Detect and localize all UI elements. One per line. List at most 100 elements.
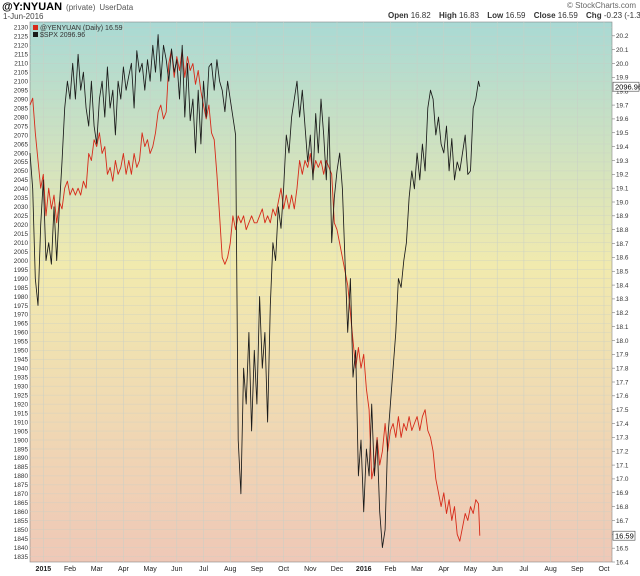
high-label: High bbox=[438, 11, 457, 20]
x-tick-label: Mar bbox=[411, 566, 424, 573]
open-value: 16.82 bbox=[410, 11, 431, 20]
x-tick-label: Apr bbox=[438, 566, 450, 573]
left-tick-label: 2010 bbox=[14, 240, 29, 247]
left-tick-label: 2060 bbox=[14, 150, 29, 157]
right-tick-label: 16.5 bbox=[616, 545, 629, 552]
left-tick-label: 2025 bbox=[14, 213, 29, 220]
x-tick-label: May bbox=[464, 566, 478, 573]
right-tick-label: 18.7 bbox=[616, 241, 629, 248]
chg-value: -0.23 (-1.38%) bbox=[603, 11, 640, 20]
right-tick-label: 19.3 bbox=[616, 158, 629, 165]
right-tick-label: 19.7 bbox=[616, 102, 629, 109]
chart-header: @Y:NYUAN (private) UserData 1-Jun-2016 © S… bbox=[0, 0, 640, 22]
left-tick-label: 1905 bbox=[14, 428, 29, 435]
left-tick-label: 2065 bbox=[14, 141, 29, 148]
right-tick-label: 19.2 bbox=[616, 172, 629, 179]
left-tick-label: 1910 bbox=[14, 419, 29, 426]
right-axis: 16.416.516.616.716.816.917.017.117.217.3… bbox=[612, 33, 629, 566]
left-tick-label: 2000 bbox=[14, 258, 29, 265]
left-tick-label: 1855 bbox=[14, 518, 29, 525]
right-tick-label: 19.6 bbox=[616, 116, 629, 123]
right-tick-label: 16.4 bbox=[616, 559, 629, 566]
left-tick-label: 2105 bbox=[14, 70, 29, 77]
close-label: Close bbox=[533, 11, 556, 20]
high-value: 16.83 bbox=[458, 11, 479, 20]
right-tick-label: 18.0 bbox=[616, 338, 629, 345]
x-tick-label: 2015 bbox=[36, 566, 52, 573]
left-tick-label: 2130 bbox=[14, 25, 29, 32]
left-tick-label: 1925 bbox=[14, 392, 29, 399]
x-axis: 2015 Feb Mar Apr May Jun Jul Aug Sep Oct Nov Dec 201… bbox=[36, 566, 610, 573]
low-value: 16.59 bbox=[505, 11, 526, 20]
left-tick-label: 1945 bbox=[14, 357, 29, 364]
right-tick-label: 17.7 bbox=[616, 379, 629, 386]
right-tick-label: 18.5 bbox=[616, 269, 629, 276]
right-tick-label: 18.1 bbox=[616, 324, 629, 331]
series-lines bbox=[29, 34, 481, 549]
left-tick-label: 2015 bbox=[14, 231, 29, 238]
low-label: Low bbox=[487, 11, 504, 20]
left-tick-label: 2005 bbox=[14, 249, 29, 256]
stockcharts-logo[interactable]: © StockCharts.com bbox=[566, 1, 636, 10]
left-tick-label: 2100 bbox=[14, 79, 29, 86]
price-tag-spx-box bbox=[612, 81, 640, 92]
right-tick-label: 17.9 bbox=[616, 352, 629, 359]
right-tick-label: 17.3 bbox=[616, 435, 629, 442]
left-tick-label: 2085 bbox=[14, 105, 29, 112]
right-tick-label: 17.6 bbox=[616, 393, 629, 400]
left-tick-label: 1935 bbox=[14, 375, 29, 382]
legend-label-spx: $SPX 2096.96 bbox=[40, 32, 85, 39]
left-tick-label: 1950 bbox=[14, 348, 29, 355]
right-tick-label: 17.5 bbox=[616, 407, 629, 414]
price-tag-spx: 2096.96 bbox=[612, 81, 640, 92]
x-tick-label: Sep bbox=[571, 566, 584, 573]
left-tick-label: 1890 bbox=[14, 455, 29, 462]
series-line-spx bbox=[29, 34, 481, 549]
left-tick-label: 2050 bbox=[14, 168, 29, 175]
left-tick-label: 2055 bbox=[14, 159, 29, 166]
left-tick-label: 1870 bbox=[14, 491, 29, 498]
private-label: (private) bbox=[66, 3, 96, 12]
left-tick-label: 1955 bbox=[14, 339, 29, 346]
left-tick-label: 1900 bbox=[14, 437, 29, 444]
left-tick-label: 2030 bbox=[14, 204, 29, 211]
gridlines bbox=[30, 22, 612, 562]
left-tick-label: 1860 bbox=[14, 509, 29, 516]
source-label: UserData bbox=[99, 3, 134, 12]
right-tick-label: 18.6 bbox=[616, 255, 629, 262]
chg-label: Chg bbox=[586, 11, 602, 20]
right-tick-label: 19.9 bbox=[616, 75, 629, 82]
x-tick-label: Sep bbox=[251, 566, 264, 573]
left-tick-label: 1865 bbox=[14, 500, 29, 507]
left-tick-label: 2090 bbox=[14, 96, 29, 103]
left-tick-label: 1840 bbox=[14, 545, 29, 552]
left-tick-label: 1875 bbox=[14, 482, 29, 489]
right-tick-label: 16.7 bbox=[616, 518, 629, 525]
right-tick-label: 17.1 bbox=[616, 462, 629, 469]
symbol-label: @Y:NYUAN bbox=[2, 1, 63, 13]
right-tick-label: 17.8 bbox=[616, 365, 629, 372]
x-tick-label: Apr bbox=[118, 566, 130, 573]
open-label: Open bbox=[388, 11, 409, 20]
chart-title: @Y:NYUAN (private) UserData bbox=[2, 1, 133, 13]
right-tick-label: 18.4 bbox=[616, 282, 629, 289]
left-tick-label: 1960 bbox=[14, 330, 29, 337]
x-tick-label: May bbox=[144, 566, 158, 573]
x-tick-label: Oct bbox=[599, 566, 610, 573]
left-tick-label: 1930 bbox=[14, 383, 29, 390]
left-tick-label: 2040 bbox=[14, 186, 29, 193]
left-tick-label: 1965 bbox=[14, 321, 29, 328]
right-tick-label: 20.0 bbox=[616, 61, 629, 68]
right-tick-label: 18.9 bbox=[616, 213, 629, 220]
right-tick-label: 19.1 bbox=[616, 185, 629, 192]
left-tick-label: 1835 bbox=[14, 554, 29, 561]
x-tick-label: Feb bbox=[64, 566, 76, 573]
left-axis: 1835 1840 1845 1850 1855 1860 1865 1870 1875 1880… bbox=[14, 25, 29, 561]
right-tick-label: 16.8 bbox=[616, 504, 629, 511]
left-tick-label: 2070 bbox=[14, 132, 29, 139]
left-tick-label: 1995 bbox=[14, 267, 29, 274]
x-tick-label: Jul bbox=[519, 566, 528, 573]
left-tick-label: 1980 bbox=[14, 294, 29, 301]
right-tick-label: 18.8 bbox=[616, 227, 629, 234]
